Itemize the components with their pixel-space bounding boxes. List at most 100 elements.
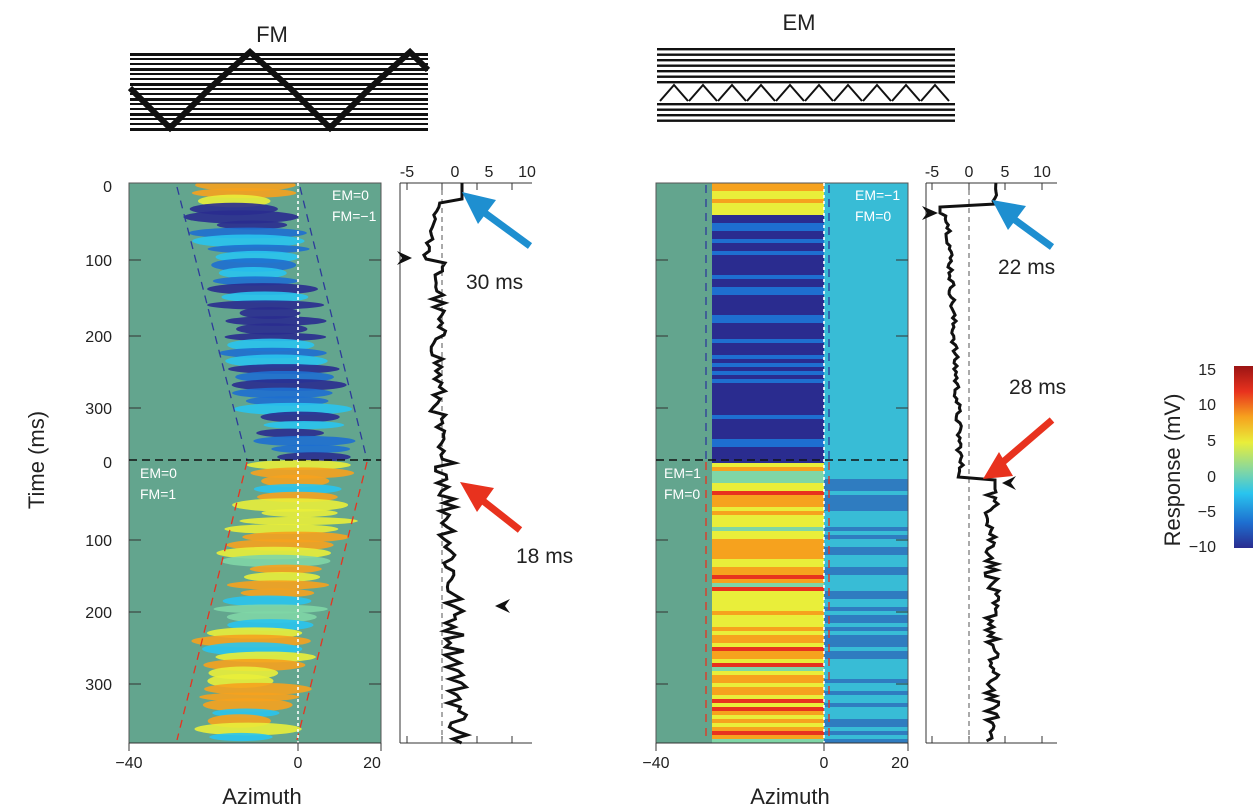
em-chevron — [688, 83, 718, 102]
em-heat-row — [712, 247, 824, 251]
em-heat-side — [824, 639, 908, 643]
fm-trace-tick-0: 0 — [451, 164, 460, 181]
em-heat-row — [712, 291, 824, 295]
em-trace-tick-10: 10 — [1033, 164, 1051, 181]
em-chevron — [746, 83, 776, 102]
em-heat-side — [824, 663, 908, 667]
em-heat-side — [824, 623, 908, 627]
fm-heat-cell — [240, 588, 315, 598]
em-heat-row — [712, 187, 824, 191]
em-heat-side — [824, 199, 908, 203]
em-heat-side — [824, 351, 908, 355]
em-heat-row — [712, 299, 824, 303]
y-tick-bottom-0: 0 — [103, 455, 112, 472]
em-heatmap-guides — [656, 183, 908, 743]
em-heat-row — [712, 519, 824, 523]
em-heat-row — [712, 279, 824, 283]
em-heat-row — [712, 667, 824, 671]
em-heat-side — [824, 315, 908, 319]
fm-arrowhead-marker-2 — [495, 599, 510, 613]
em-heat-side — [824, 435, 908, 439]
em-heat-row — [712, 495, 824, 499]
em-heat-side — [824, 731, 908, 735]
y-tick-bottom-200: 200 — [85, 605, 112, 622]
em-heat-side — [824, 303, 908, 307]
em-heat-side — [824, 211, 908, 215]
em-heat-side — [824, 307, 908, 311]
em-heat-row — [712, 663, 824, 667]
em-heat-side — [824, 603, 908, 607]
fm-x-tick-neg40: −40 — [115, 755, 142, 772]
em-heat-row — [712, 531, 824, 535]
em-heat-row — [712, 735, 824, 739]
fm-heat-cell — [277, 452, 351, 462]
em-heat-row — [712, 383, 824, 387]
em-heat-row — [712, 319, 824, 323]
em-heat-row — [712, 199, 824, 203]
em-heat-side — [824, 627, 908, 631]
em-heat-row — [712, 375, 824, 379]
em-heat-side — [824, 683, 908, 687]
fm-stripe — [130, 68, 428, 71]
em-heat-row — [712, 359, 824, 363]
em-heat-row — [712, 675, 824, 679]
em-heat-side — [824, 583, 908, 587]
em-heat-side — [824, 723, 908, 727]
fm-latency-30ms: 30 ms — [466, 271, 523, 294]
em-heat-side — [824, 655, 908, 659]
em-heat-row — [712, 635, 824, 639]
em-heat-row — [712, 431, 824, 435]
em-heat-row — [712, 255, 824, 259]
em-heat-side — [824, 359, 908, 363]
fm-heat-cell — [218, 266, 287, 280]
em-heat-row — [712, 611, 824, 615]
em-heat-row — [712, 195, 824, 199]
em-heat-row — [712, 459, 824, 463]
em-stripe — [657, 53, 955, 56]
fm-heat-cell — [221, 554, 331, 568]
fm-red-arrow — [460, 482, 523, 533]
em-heat-row — [712, 567, 824, 571]
fm-heat-cell — [202, 698, 293, 712]
fm-heat-cell — [261, 474, 330, 488]
em-heat-side — [824, 387, 908, 391]
em-heat-row — [712, 219, 824, 223]
em-heat-row — [712, 631, 824, 635]
em-heat-row — [712, 207, 824, 211]
em-heat-side — [824, 243, 908, 247]
em-heat-side — [824, 231, 908, 235]
em-heat-side — [824, 339, 908, 343]
fm-x-axis-label: Azimuth — [222, 784, 301, 809]
em-heatmap — [656, 183, 908, 743]
fm-heat-cell — [246, 460, 351, 470]
em-heat-row — [712, 715, 824, 719]
em-heat-row — [712, 227, 824, 231]
em-chevron — [920, 83, 950, 102]
em-heat-row — [712, 343, 824, 347]
em-heat-row — [712, 563, 824, 567]
em-heat-row — [712, 315, 824, 319]
fm-stripe — [130, 63, 428, 65]
em-heat-row — [712, 591, 824, 595]
em-heat-side — [824, 587, 908, 591]
em-stripe — [657, 59, 955, 62]
em-heat-side — [824, 607, 908, 611]
fm-heat-cell — [225, 354, 328, 368]
em-heat-side — [824, 463, 908, 467]
y-tick-bottom-100: 100 — [85, 533, 112, 550]
fm-zigzag — [127, 47, 431, 133]
em-stripe — [657, 81, 955, 84]
colorbar — [1234, 366, 1253, 548]
em-heat-row — [712, 679, 824, 683]
fm-heat-cell — [256, 428, 325, 438]
em-heat-row — [712, 275, 824, 279]
em-heat-side — [824, 575, 908, 579]
em-heat-side — [824, 279, 908, 283]
em-heat-row — [712, 419, 824, 423]
em-heat-side — [824, 595, 908, 599]
colorbar-label: Response (mV) — [1160, 394, 1185, 547]
em-heat-row — [712, 267, 824, 271]
em-heat-side — [824, 475, 908, 479]
em-heat-row — [712, 699, 824, 703]
em-heat-side — [824, 687, 908, 691]
